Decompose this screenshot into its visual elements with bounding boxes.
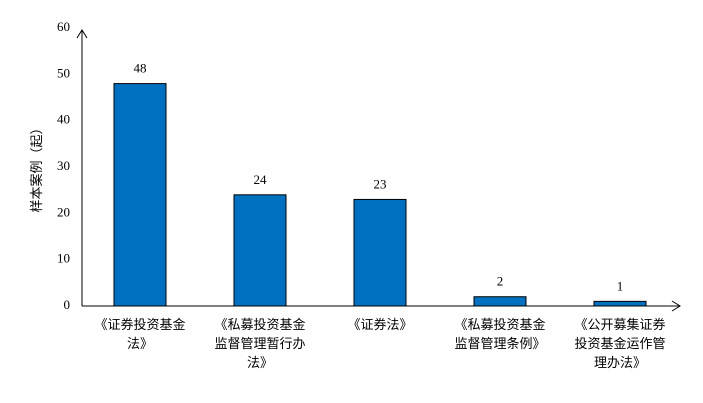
bar — [113, 83, 167, 307]
x-tick-label: 《私募投资基金监督管理暂行办法》 — [214, 317, 305, 370]
y-tick-label: 0 — [64, 297, 71, 312]
y-tick-label: 40 — [57, 112, 70, 127]
x-tick-label: 《公开募集证券投资基金运作管理办法》 — [574, 317, 665, 370]
value-label: 24 — [254, 172, 268, 187]
value-label: 1 — [617, 278, 624, 293]
y-tick-label: 30 — [57, 158, 70, 173]
y-tick-label: 50 — [57, 65, 70, 80]
y-axis — [76, 29, 88, 306]
y-tick-label: 60 — [57, 19, 70, 34]
y-axis-label: 样本案例（起） — [29, 121, 44, 212]
value-label: 48 — [134, 61, 147, 76]
bar — [473, 296, 527, 307]
x-tick-label: 《证券投资基金法》 — [94, 317, 185, 351]
value-label: 2 — [497, 274, 504, 289]
bar — [233, 194, 287, 307]
y-tick-label: 20 — [57, 204, 70, 219]
bar — [593, 300, 647, 307]
x-tick-label: 《私募投资基金监督管理条例》 — [454, 317, 545, 351]
value-label: 23 — [374, 176, 387, 191]
bar — [353, 198, 407, 307]
y-tick-label: 10 — [57, 251, 70, 266]
x-tick-label: 《证券法》 — [347, 317, 412, 332]
